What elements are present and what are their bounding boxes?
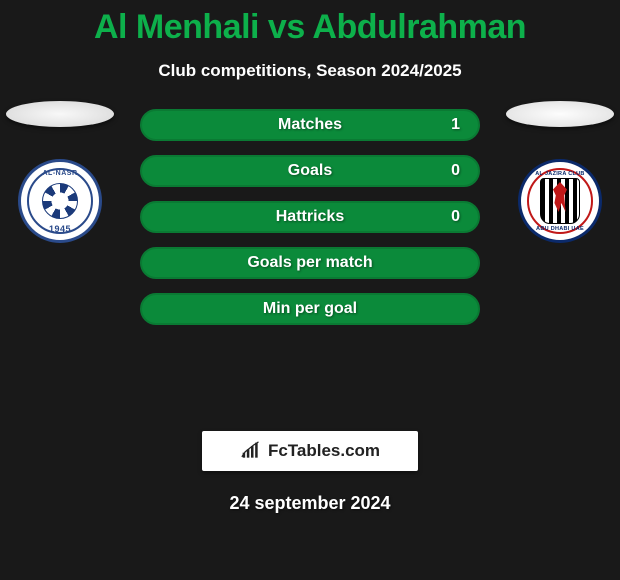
stat-bar-goals: Goals 0 bbox=[140, 155, 480, 187]
football-icon bbox=[42, 183, 78, 219]
right-crest-top-text: AL JAZIRA CLUB bbox=[521, 171, 599, 177]
stat-value-right: 1 bbox=[451, 111, 460, 139]
page-subtitle: Club competitions, Season 2024/2025 bbox=[0, 61, 620, 81]
bar-chart-icon bbox=[240, 441, 262, 461]
stat-bar-matches: Matches 1 bbox=[140, 109, 480, 141]
page-title: Al Menhali vs Abdulrahman bbox=[0, 0, 620, 47]
comparison-panel: AL-NASR 1945 AL JAZIRA CLUB ABU DHABI UA… bbox=[0, 109, 620, 369]
brand-text: FcTables.com bbox=[268, 441, 380, 461]
left-crest-top-text: AL-NASR bbox=[21, 170, 99, 177]
left-player-col: AL-NASR 1945 bbox=[0, 101, 120, 243]
stat-label: Hattricks bbox=[276, 208, 344, 225]
stat-bar-goals-per-match: Goals per match bbox=[140, 247, 480, 279]
stat-bar-hattricks: Hattricks 0 bbox=[140, 201, 480, 233]
stat-label: Min per goal bbox=[263, 300, 357, 317]
stat-label: Matches bbox=[278, 116, 342, 133]
stat-label: Goals per match bbox=[247, 254, 372, 271]
right-player-silhouette bbox=[506, 101, 614, 127]
left-crest-bottom-text: 1945 bbox=[21, 224, 99, 234]
date-text: 24 september 2024 bbox=[0, 493, 620, 514]
right-crest-bottom-text: ABU DHABI UAE bbox=[521, 226, 599, 232]
stat-value-right: 0 bbox=[451, 157, 460, 185]
right-player-col: AL JAZIRA CLUB ABU DHABI UAE bbox=[500, 101, 620, 243]
stat-bars: Matches 1 Goals 0 Hattricks 0 Goals per … bbox=[140, 109, 480, 325]
branding-badge: FcTables.com bbox=[202, 431, 418, 471]
left-player-silhouette bbox=[6, 101, 114, 127]
stat-bar-min-per-goal: Min per goal bbox=[140, 293, 480, 325]
stat-label: Goals bbox=[288, 162, 332, 179]
stat-value-right: 0 bbox=[451, 203, 460, 231]
left-club-crest-icon: AL-NASR 1945 bbox=[18, 159, 102, 243]
right-club-crest-icon: AL JAZIRA CLUB ABU DHABI UAE bbox=[518, 159, 602, 243]
